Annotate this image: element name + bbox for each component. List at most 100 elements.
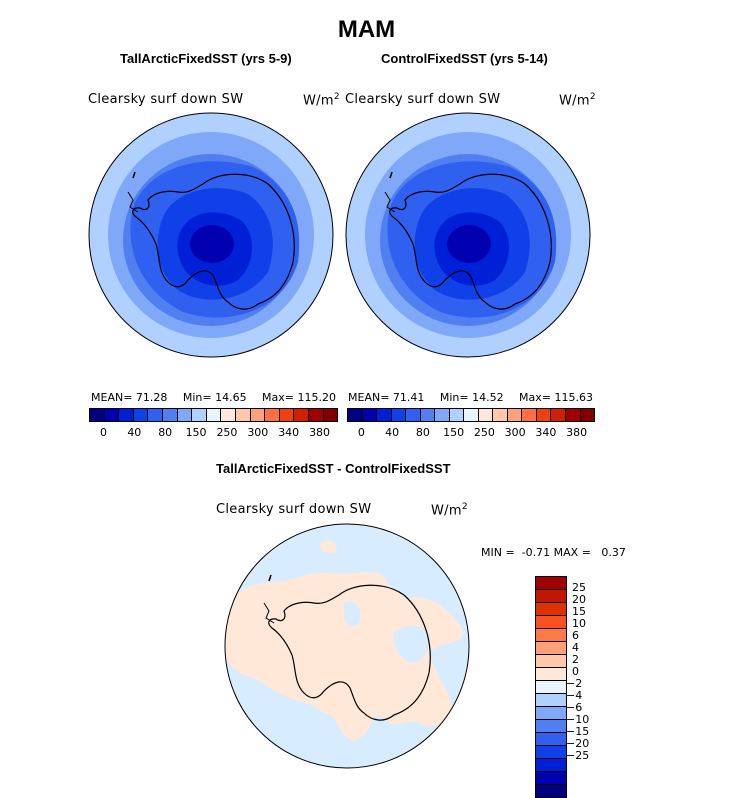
left-panel-subtitle: TallArcticFixedSST (yrs 5-9): [120, 51, 292, 66]
colorbar-swatch: [536, 681, 566, 694]
colorbar-swatch: [536, 409, 552, 421]
colorbar-swatch: [308, 409, 324, 421]
colorbar-tick-label: 300: [247, 426, 269, 439]
peninsula-coastline: [384, 191, 396, 213]
map-border: [345, 112, 591, 358]
colorbar-swatch: [104, 409, 120, 421]
diff-colorbar: [535, 576, 567, 798]
map-border: [88, 112, 334, 358]
colorbar-swatch: [420, 409, 436, 421]
colorbar-tick-label: 25: [572, 581, 586, 594]
colorbar-tick-label: 150: [443, 426, 465, 439]
colorbar-swatch: [536, 785, 566, 797]
colorbar-swatch: [536, 746, 566, 759]
colorbar-swatch: [536, 655, 566, 668]
colorbar-swatch: [348, 409, 363, 421]
colorbar-tick-label: 250: [473, 426, 495, 439]
colorbar-swatch: [536, 590, 566, 603]
colorbar-tick-label: −20: [566, 737, 590, 750]
negative-anomaly-region: [343, 601, 361, 627]
colorbar-swatch: [449, 409, 465, 421]
colorbar-swatch: [536, 733, 566, 746]
colorbar-swatch: [279, 409, 295, 421]
island-coastline: [389, 171, 393, 179]
left-colorbar-ticks: 0 40 80 150 250 300 340 380: [89, 426, 336, 440]
diff-panel-subtitle: TallArcticFixedSST - ControlFixedSST: [216, 461, 451, 476]
peninsula-coastline: [127, 191, 139, 213]
colorbar-tick-label: 0: [99, 426, 107, 439]
colorbar-tick-label: 4: [572, 641, 579, 654]
colorbar-swatch: [536, 629, 566, 642]
colorbar-swatch: [536, 720, 566, 733]
colorbar-swatch: [362, 409, 378, 421]
positive-anomaly-region: [253, 740, 264, 752]
colorbar-swatch: [551, 409, 566, 421]
colorbar-tick-label: 380: [309, 426, 331, 439]
right-polar-map: [345, 112, 591, 358]
map-border: [224, 523, 470, 769]
colorbar-tick-label: 0: [572, 665, 579, 678]
colorbar-swatch: [406, 409, 421, 421]
colorbar-tick-label: 40: [385, 426, 400, 439]
colorbar-swatch: [536, 577, 566, 590]
colorbar-tick-label: 10: [572, 617, 586, 630]
positive-anomaly-region: [319, 540, 337, 553]
colorbar-swatch: [536, 668, 566, 681]
island-coastline: [268, 574, 272, 582]
positive-anomaly-region: [225, 572, 464, 741]
colorbar-tick-label: −4: [566, 689, 583, 702]
colorbar-swatch: [177, 409, 193, 421]
diff-colorbar-ticks: 25 20 15 10 6 4 2 0 −2 −4 −6 −10 −15 −20 −25: [566, 576, 622, 781]
colorbar-swatch: [148, 409, 163, 421]
right-colorbar-ticks: 0 40 80 150 250 300 340 380: [347, 426, 593, 440]
left-stats: MEAN= 71.28 Min= 14.65 Max= 115.20: [91, 391, 336, 404]
colorbar-swatch: [377, 409, 392, 421]
right-colorbar: [347, 408, 595, 422]
colorbar-tick-label: 340: [278, 426, 300, 439]
diff-units-label: W/m2: [431, 502, 468, 519]
colorbar-swatch: [250, 409, 266, 421]
colorbar-tick-label: 340: [535, 426, 557, 439]
colorbar-tick-label: 15: [572, 605, 586, 618]
diff-minmax: MIN = -0.71 MAX = 0.37: [481, 546, 626, 559]
colorbar-tick-label: 380: [566, 426, 588, 439]
colorbar-tick-label: 40: [127, 426, 142, 439]
colorbar-swatch: [536, 603, 566, 616]
colorbar-swatch: [90, 409, 105, 421]
left-variable-label: Clearsky surf down SW: [88, 92, 244, 107]
right-panel-subtitle: ControlFixedSST (yrs 5-14): [381, 51, 548, 66]
right-units-label: W/m2: [559, 92, 596, 109]
left-colorbar: [89, 408, 338, 422]
colorbar-swatch: [235, 409, 251, 421]
negative-anomaly-region: [393, 625, 430, 663]
colorbar-tick-label: −2: [566, 677, 583, 690]
colorbar-tick-label: 300: [504, 426, 526, 439]
colorbar-tick-label: 150: [185, 426, 207, 439]
colorbar-swatch: [119, 409, 134, 421]
colorbar-tick-label: −25: [566, 749, 590, 762]
diff-polar-map: [224, 523, 470, 769]
antarctica-coastline: [268, 584, 431, 721]
antarctica-coastline: [389, 173, 552, 310]
colorbar-tick-label: 0: [357, 426, 365, 439]
island-coastline: [132, 171, 136, 179]
colorbar-swatch: [221, 409, 236, 421]
colorbar-swatch: [536, 616, 566, 629]
colorbar-swatch: [435, 409, 450, 421]
colorbar-tick-label: 80: [415, 426, 430, 439]
colorbar-swatch: [133, 409, 149, 421]
antarctica-coastline: [132, 173, 295, 310]
colorbar-swatch: [323, 409, 338, 421]
colorbar-swatch: [391, 409, 407, 421]
colorbar-swatch: [536, 772, 566, 785]
colorbar-swatch: [565, 409, 581, 421]
colorbar-tick-label: −15: [566, 725, 590, 738]
right-stats: MEAN= 71.41 Min= 14.52 Max= 115.63: [348, 391, 593, 404]
colorbar-swatch: [192, 409, 207, 421]
colorbar-tick-label: −6: [566, 701, 583, 714]
colorbar-swatch: [464, 409, 479, 421]
colorbar-swatch: [536, 694, 566, 707]
colorbar-swatch: [206, 409, 222, 421]
colorbar-swatch: [493, 409, 508, 421]
colorbar-swatch: [522, 409, 537, 421]
